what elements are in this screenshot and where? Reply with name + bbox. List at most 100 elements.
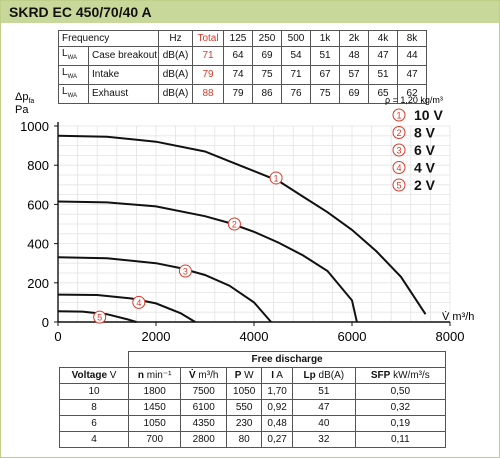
- y-tick-label: 1000: [20, 119, 49, 134]
- legend-entry-label: 2 V: [414, 177, 436, 193]
- free-discharge-row: 6 1050 4350 230 0,48 40 0,19: [58, 415, 447, 432]
- curve-marker-label: 3: [183, 267, 188, 277]
- density-note: ρ = 1,20 kg/m³: [385, 95, 443, 105]
- sound-row-intake: LWA Intake dB(A) 79 74 75 71 67 57 51 47: [58, 65, 427, 85]
- y-axis-unit: Pa: [15, 104, 29, 116]
- free-discharge-cell: 6100: [180, 399, 228, 416]
- curve-marker-circle: [93, 310, 107, 324]
- free-discharge-header-cell: n min⁻¹: [128, 367, 182, 384]
- free-discharge-cell: 1450: [128, 399, 182, 416]
- curve-marker-label: 5: [97, 313, 102, 323]
- blank-cell: [59, 351, 129, 368]
- legend-entry-label: 4 V: [414, 160, 436, 176]
- y-tick-label: 800: [27, 158, 49, 173]
- free-discharge-cell: 40: [292, 415, 356, 432]
- free-discharge-cell: 10: [58, 383, 130, 400]
- legend-marker-circle: [392, 126, 406, 139]
- free-discharge-cell: 2800: [180, 431, 228, 448]
- legend-marker-label: 4: [396, 163, 401, 173]
- x-tick-label: 4000: [240, 329, 269, 344]
- curve-4: [57, 293, 196, 323]
- free-discharge-title: Free discharge: [128, 351, 446, 368]
- chart-legend: 1 10 V 2 8 V 3 6 V 4 4 V 5 2 V: [392, 107, 443, 193]
- chart-axes: 0 2000 4000 6000 8000 0 200 400 600 800 1000: [20, 119, 464, 344]
- legend-marker-label: 2: [396, 128, 401, 138]
- free-discharge-header-cell: I A: [261, 367, 294, 384]
- free-discharge-header-cell: P W: [226, 367, 263, 384]
- y-axis-label: Δpfa: [15, 91, 34, 105]
- free-discharge-cell: 1,70: [261, 383, 294, 400]
- y-tick-label: 400: [27, 237, 49, 252]
- chart-curves: [57, 134, 427, 323]
- legend-marker-circle: [392, 161, 406, 174]
- row-value: 65: [368, 84, 398, 104]
- free-discharge-cell: 4: [58, 431, 130, 448]
- title-bar: SKRD EC 450/70/40 A: [1, 1, 499, 23]
- free-discharge-cell: 0,48: [261, 415, 294, 432]
- curve-2: [57, 200, 358, 323]
- x-tick-label: 2000: [142, 329, 171, 344]
- x-axis-label: V̇ m³/h: [442, 310, 474, 323]
- legend-marker-label: 5: [396, 181, 401, 191]
- curve-marker-label: 4: [136, 298, 141, 308]
- legend-entry-label: 6 V: [414, 142, 436, 158]
- y-tick-label: 200: [27, 276, 49, 291]
- legend-marker-circle: [392, 108, 406, 122]
- free-discharge-cell: 700: [128, 431, 182, 448]
- free-discharge-cell: 1050: [128, 415, 182, 432]
- free-discharge-cell: 0,32: [354, 399, 447, 416]
- x-tick-label: 0: [54, 329, 61, 344]
- free-discharge-header-cell: Voltage V: [58, 367, 130, 384]
- free-discharge-header-cell: V̇ m³/h: [180, 367, 228, 384]
- free-discharge-cell: 4350: [180, 415, 228, 432]
- curve-marker-circle: [227, 217, 241, 231]
- free-discharge-cell: 0,11: [354, 431, 447, 448]
- free-discharge-cell: 1050: [226, 383, 263, 400]
- curve-marker-circle: [269, 171, 283, 185]
- free-discharge-header-cell: Lp dB(A): [292, 367, 356, 384]
- free-discharge-row: 4 700 2800 80 0,27 32 0,11: [58, 431, 447, 448]
- free-discharge-cell: 0,92: [261, 399, 294, 416]
- free-discharge-cell: 550: [226, 399, 263, 416]
- chart-grid: [57, 125, 451, 323]
- free-discharge-header-cell: SFP kW/m³/s: [354, 367, 447, 384]
- free-discharge-cell: 80: [226, 431, 263, 448]
- sound-row-exhaust: LWA Exhaust dB(A) 88 79 86 76 75 69 65 6…: [58, 84, 427, 104]
- y-tick-label: 600: [27, 197, 49, 212]
- row-value: 62: [397, 84, 427, 104]
- x-tick-label: 8000: [436, 329, 465, 344]
- free-discharge-cell: 0,27: [261, 431, 294, 448]
- y-tick-label: 0: [42, 315, 49, 330]
- free-discharge-cell: 7500: [180, 383, 228, 400]
- legend-entry-label: 10 V: [414, 107, 443, 123]
- free-discharge-cell: 230: [226, 415, 263, 432]
- row-value: 79: [223, 84, 253, 104]
- curve-3: [57, 256, 272, 323]
- free-discharge-cell: 32: [292, 431, 356, 448]
- row-value: 69: [339, 84, 369, 104]
- legend-marker-label: 3: [396, 146, 401, 156]
- free-discharge-row: 8 1450 6100 550 0,92 47 0,32: [58, 399, 447, 416]
- free-discharge-cell: 0,50: [354, 383, 447, 400]
- legend-marker-circle: [392, 143, 406, 157]
- product-title: SKRD EC 450/70/40 A: [9, 4, 152, 20]
- free-discharge-cell: 1800: [128, 383, 182, 400]
- free-discharge-cell: 8: [58, 399, 130, 416]
- curve-marker-circle: [178, 264, 192, 278]
- row-total: 88: [192, 84, 224, 104]
- curve-1: [57, 134, 427, 315]
- legend-marker-circle: [392, 178, 406, 192]
- x-tick-label: 6000: [338, 329, 367, 344]
- free-discharge-cell: 0,19: [354, 415, 447, 432]
- curve-5: [57, 310, 137, 323]
- sound-table-header: Frequency Hz Total 125 250 500 1k 2k 4k …: [58, 30, 427, 47]
- curve-marker-circle: [132, 295, 146, 309]
- free-discharge-cell: 51: [292, 383, 356, 400]
- free-discharge-body: 10 1800 7500 1050 1,70 51 0,50 8 1450 6100 550 0,92…: [58, 383, 447, 448]
- free-discharge-cell: 6: [58, 415, 130, 432]
- chart-markers: 1 2 3 4 5: [93, 171, 283, 324]
- curve-marker-label: 2: [232, 220, 237, 230]
- free-discharge-row: 10 1800 7500 1050 1,70 51 0,50: [58, 383, 447, 400]
